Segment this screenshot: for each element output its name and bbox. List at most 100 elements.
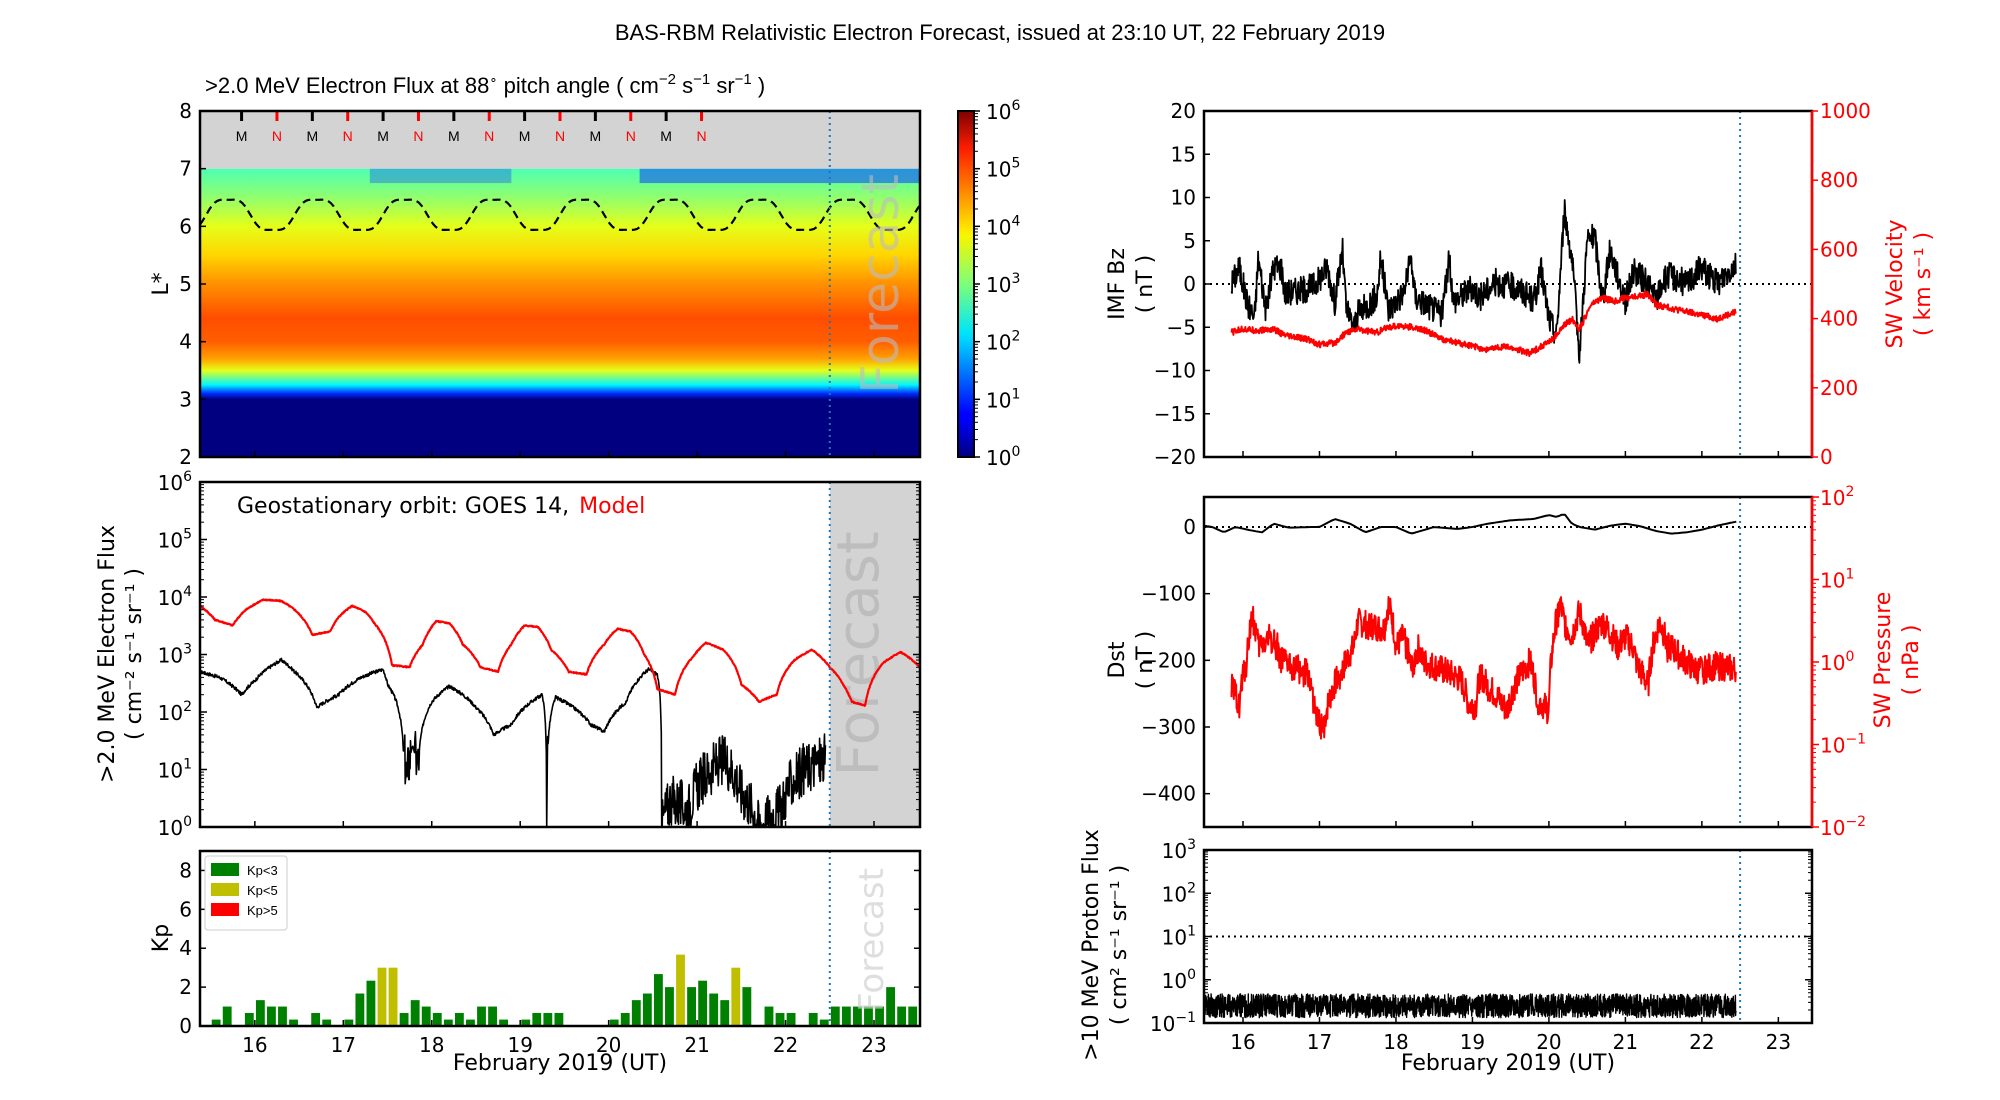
y-tick-label: 0	[179, 1014, 192, 1038]
x-tick-label: 22	[1689, 1030, 1714, 1054]
legend-label: Kp<3	[247, 863, 278, 878]
kp-bar	[864, 1006, 873, 1026]
kp-legend: Kp<3 Kp<5 Kp>5	[204, 855, 288, 931]
kp-bar	[908, 1006, 918, 1026]
kp-bar	[631, 1000, 641, 1026]
kp-bar	[676, 954, 685, 1026]
kp-bar	[554, 1012, 564, 1026]
x-tick-label: 21	[1613, 1030, 1638, 1054]
panel-lstar-heatmap: >2.0 MeV Electron Flux at 88∘ pitch angl…	[149, 71, 922, 469]
panel-proton-flux: 10−1 100 101 102 103 16 17 18 19 20 21 22 23 >10 MeV…	[1079, 829, 1814, 1076]
y-tick-label: 6	[179, 214, 192, 238]
y-tick-label-right: 102	[1820, 484, 1854, 510]
y-tick-label: 20	[1171, 99, 1196, 123]
kp-bar	[642, 993, 652, 1026]
x-tick-label: 19	[507, 1033, 532, 1057]
kp-bar	[366, 980, 376, 1026]
legend-swatch	[211, 883, 239, 896]
legend-label: Kp<5	[247, 883, 278, 898]
kp-xlabel: February 2019 (UT)	[453, 1051, 667, 1076]
geo-annotation-model: Model	[579, 494, 645, 519]
x-tick-label: 18	[419, 1033, 444, 1057]
y-tick-label: 102	[158, 699, 192, 725]
kp-bar	[222, 1006, 232, 1026]
dst-line	[1204, 513, 1737, 535]
y-tick-label: 106	[158, 469, 192, 495]
colorbar-tick-label: 105	[986, 156, 1020, 182]
y-tick-label: 100	[158, 814, 192, 840]
proton-ylabel-line2: ( cm² s⁻¹ sr⁻¹ )	[1107, 865, 1132, 1025]
kp-bar	[432, 1012, 442, 1026]
forecast-watermark: Forecast	[824, 531, 892, 776]
y-tick-label: 104	[158, 584, 192, 610]
colorbar-tick-label: 106	[986, 98, 1020, 124]
y-tick-label: −200	[1141, 648, 1196, 672]
y-tick-label: 103	[158, 642, 192, 668]
kp-bar	[875, 1006, 884, 1026]
kp-bar	[388, 967, 398, 1026]
legend-label: Kp>5	[247, 903, 278, 918]
kp-bar	[521, 1019, 531, 1026]
y-tick-label: 2	[179, 975, 192, 999]
y-tick-label-right: 101	[1820, 567, 1854, 593]
bz-ylabel-line1: IMF Bz	[1105, 248, 1130, 320]
sw-velocity-line	[1230, 290, 1737, 358]
vel-ylabel-line1: SW Velocity	[1883, 219, 1908, 348]
dst-ylabel-line1: Dst	[1105, 641, 1130, 678]
sw-pressure-line	[1230, 596, 1737, 740]
mlt-marker-label: M	[236, 128, 248, 144]
y-tick-label: 0	[1183, 515, 1196, 539]
geo-annotation: Geostationary orbit: GOES 14, Model	[237, 494, 645, 519]
y-tick-label: 102	[1162, 880, 1196, 906]
y-tick-label-right: 200	[1820, 376, 1858, 400]
x-tick-label: 23	[861, 1033, 886, 1057]
y-tick-label: −15	[1154, 402, 1196, 426]
low-flux-patch	[369, 168, 512, 184]
x-tick-label: 19	[1460, 1030, 1485, 1054]
mlt-marker-label: N	[555, 128, 565, 144]
mlt-marker-label: N	[626, 128, 636, 144]
y-tick-label-right: 600	[1820, 237, 1858, 261]
magnetopause-dashed-line	[200, 198, 920, 231]
kp-bar	[897, 1006, 907, 1026]
y-tick-label: 7	[179, 157, 192, 181]
colorbar-tick-label: 102	[986, 329, 1020, 355]
mlt-marker-label: M	[306, 128, 318, 144]
flux-heatmap	[200, 168, 920, 457]
bz-ylabel-line2: ( nT )	[1133, 255, 1158, 314]
kp-bar	[466, 1019, 475, 1026]
kp-bar	[454, 1012, 464, 1026]
kp-bar	[499, 1019, 509, 1026]
geo-annotation-prefix: Geostationary orbit: GOES 14,	[237, 494, 569, 519]
colorbar-gradient	[957, 110, 975, 458]
y-tick-label: 2	[179, 445, 192, 469]
mlt-marker-label: N	[343, 128, 353, 144]
mlt-marker-label: M	[448, 128, 460, 144]
heatmap-title: >2.0 MeV Electron Flux at 88∘ pitch angl…	[205, 71, 765, 98]
y-tick-label-right: 400	[1820, 307, 1858, 331]
x-tick-label: 18	[1383, 1030, 1408, 1054]
kp-bar	[786, 1012, 796, 1026]
panel-geo-flux: Forecast 100 101 102 103 104 105 106 Geostatio…	[95, 469, 922, 840]
y-tick-label: 10	[1171, 186, 1196, 210]
y-tick-label: 105	[158, 527, 192, 553]
kp-bar	[764, 1006, 774, 1026]
mlt-marker-label: M	[377, 128, 389, 144]
y-tick-label: 5	[179, 272, 192, 296]
kp-bar	[399, 1012, 409, 1026]
kp-bar	[255, 1000, 265, 1026]
y-tick-label-right: 1000	[1820, 99, 1871, 123]
y-tick-label: −300	[1141, 715, 1196, 739]
mlt-marker-label: M	[660, 128, 672, 144]
y-tick-label-right: 0	[1820, 445, 1833, 469]
kp-bar	[421, 1006, 431, 1026]
proton-ylabel-line1: >10 MeV Proton Flux	[1079, 829, 1104, 1061]
imf-bz-line	[1230, 199, 1737, 364]
y-tick-label: −10	[1154, 359, 1196, 383]
kp-ylabel: Kp	[149, 924, 174, 952]
kp-bar	[278, 1006, 287, 1026]
geo-ylabel-line2: ( cm⁻² s⁻¹ sr⁻¹ )	[122, 568, 147, 740]
kp-bar	[609, 1019, 619, 1026]
